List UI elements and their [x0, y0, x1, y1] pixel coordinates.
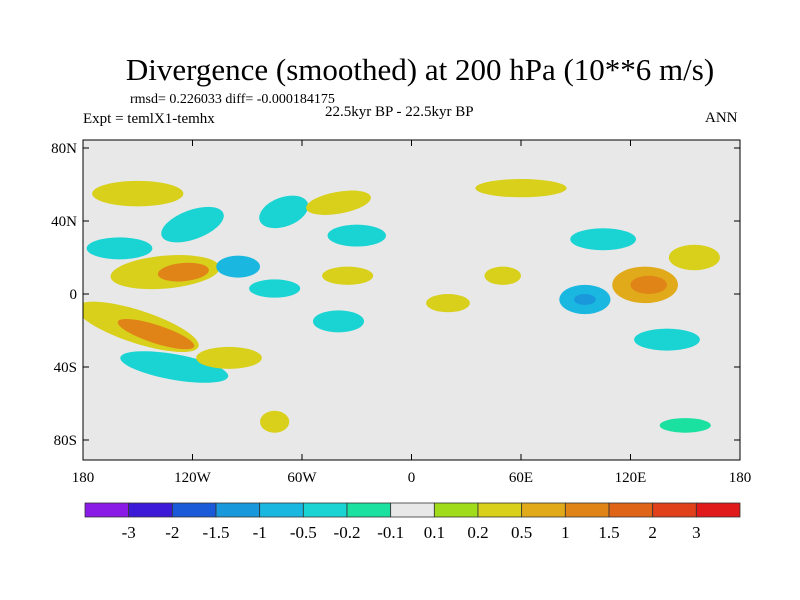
divergence-contour: [86, 237, 153, 260]
y-tick-label: 80N: [51, 141, 77, 157]
colorbar-label: 1.5: [598, 523, 619, 542]
divergence-contour: [306, 190, 371, 215]
divergence-contour: [120, 351, 229, 383]
divergence-contour: [475, 179, 567, 198]
divergence-contour: [161, 206, 224, 243]
divergence-contour: [312, 310, 365, 333]
divergence-contour: [260, 410, 290, 433]
divergence-contour: [216, 255, 261, 278]
colorbar-box: [477, 502, 523, 518]
divergence-contour: [659, 418, 711, 433]
colorbar-box: [84, 502, 130, 518]
season-label: ANN: [705, 110, 738, 126]
colorbar-label: -0.2: [334, 523, 361, 542]
divergence-contour: [573, 294, 596, 305]
colorbar-box: [215, 502, 261, 518]
colorbar-box: [564, 502, 610, 518]
colorbar-box: [302, 502, 348, 518]
experiment-label: Expt = temlX1-temhx: [83, 111, 215, 127]
colorbar-box: [390, 502, 435, 518]
x-tick-label: 120W: [174, 470, 212, 486]
colorbar-box: [259, 502, 304, 518]
divergence-contour: [327, 224, 386, 247]
colorbar-label: -3: [122, 523, 136, 542]
divergence-contour: [630, 275, 667, 294]
divergence-contour: [570, 228, 636, 251]
colorbar-box: [433, 502, 479, 518]
colorbar-box: [171, 502, 217, 518]
x-tick-label: 120E: [615, 470, 647, 486]
colorbar-box: [608, 502, 654, 518]
colorbar-box: [346, 502, 392, 518]
colorbar-label: 2: [648, 523, 657, 542]
divergence-contour: [484, 266, 521, 285]
divergence-contour: [117, 319, 195, 350]
colorbar-label: 0.5: [511, 523, 532, 542]
colorbar-box: [695, 502, 741, 518]
colorbar-label: -2: [165, 523, 179, 542]
chart-title: Divergence (smoothed) at 200 hPa (10**6 …: [125, 52, 715, 87]
colorbar-label: 0.2: [467, 523, 488, 542]
stats-label: rmsd= 0.226033 diff= -0.000184175: [130, 92, 335, 107]
divergence-contour: [196, 346, 262, 369]
colorbar-label: -0.5: [290, 523, 317, 542]
colorbar-box: [652, 502, 697, 518]
divergence-contour: [259, 195, 309, 229]
divergence-contour: [92, 180, 184, 207]
y-tick-label: 80S: [54, 433, 77, 449]
divergence-contour: [157, 262, 209, 282]
y-tick-label: 40N: [51, 214, 77, 230]
colorbar-label: -1: [253, 523, 267, 542]
divergence-contour: [668, 244, 720, 271]
divergence-contour: [634, 328, 700, 351]
colorbar-label: 3: [692, 523, 701, 542]
divergence-contour: [322, 266, 374, 285]
colorbar-label: -1.5: [203, 523, 230, 542]
colorbar-label: 1: [561, 523, 570, 542]
x-tick-label: 180: [72, 470, 95, 486]
y-tick-label: 40S: [54, 360, 77, 376]
colorbar-label: -0.1: [377, 523, 404, 542]
colorbar-label: 0.1: [424, 523, 445, 542]
divergence-contour: [426, 294, 470, 313]
colorbar-box: [128, 502, 173, 518]
divergence-contour: [249, 279, 301, 298]
period-label: 22.5kyr BP - 22.5kyr BP: [325, 104, 474, 120]
x-tick-label: 180: [729, 470, 752, 486]
x-tick-label: 60E: [509, 470, 533, 486]
y-tick-label: 0: [70, 287, 78, 303]
x-tick-label: 0: [408, 470, 416, 486]
colorbar-box: [521, 502, 566, 518]
x-tick-label: 60W: [287, 470, 317, 486]
